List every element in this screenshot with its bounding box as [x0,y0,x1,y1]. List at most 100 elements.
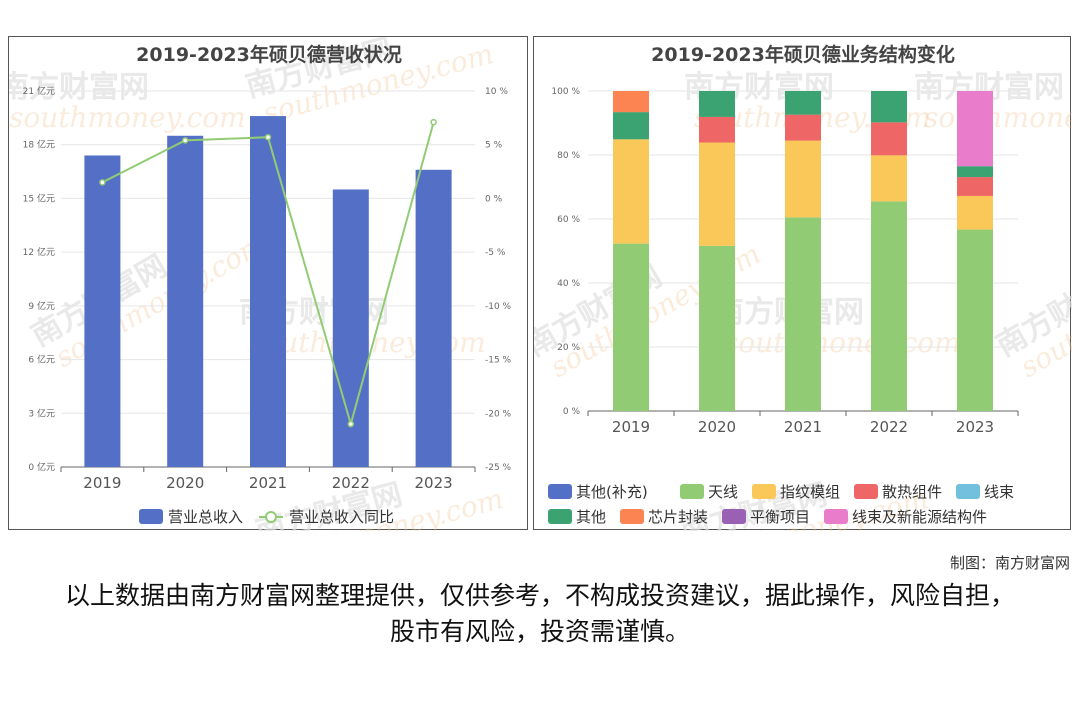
legend-swatch [620,509,644,524]
y-left-tick-label: 3 亿元 [28,407,55,419]
stacked-bar-segment [785,91,821,115]
stacked-bar-segment [699,116,735,143]
revenue-bar [84,155,121,467]
y-right-tick-label: -25 % [485,463,512,473]
y-tick-label: 20 % [557,343,580,353]
revenue-chart-panel: 南方财富网 southmoney.com 南方财富网 southmoney.com 南方… [8,36,528,531]
y-left-tick-label: 21 亿元 [23,85,55,97]
y-left-tick-label: 18 亿元 [23,139,55,151]
stacked-bar-segment [699,91,735,117]
watermark-en: southmoney.com [724,326,961,359]
y-right-tick-label: 10 % [485,87,508,97]
yoy-point [181,137,189,144]
y-right-tick-label: -5 % [485,248,506,258]
stacked-bar-segment [785,114,821,141]
legend-label: 天线 [708,483,738,501]
yoy-point [430,118,437,126]
x-tick-label: 2022 [870,418,908,436]
y-tick-label: 60 % [557,215,580,225]
stacked-bar-segment [613,139,649,244]
legend-swatch [548,509,572,524]
watermark-en: southmoney.com [9,101,246,134]
watermark-en: southmoney.com [924,101,1072,134]
y-left-tick-label: 12 亿元 [23,246,55,258]
legend-label: 指纹模组 [780,483,840,501]
legend-label: 线束及新能源结构件 [852,508,987,526]
stacked-bar-segment [871,91,907,123]
x-tick-label: 2020 [698,418,736,436]
y-tick-label: 80 % [557,151,580,161]
chart-title: 2019-2023年硕贝德营收状况 [136,43,402,66]
y-right-tick-label: -15 % [485,356,512,366]
legend-label: 线束 [984,483,1014,501]
stacked-bar-segment [785,140,821,218]
legend-swatch [722,509,746,524]
y-left-tick-label: 0 亿元 [28,461,55,473]
stacked-bar-segment [613,112,649,140]
x-tick-label: 2019 [83,474,121,492]
legend-swatch-yoy-marker [265,511,277,523]
legend-swatch [824,509,848,524]
y-right-tick-label: 0 % [485,194,503,204]
legend-label: 其他 [576,508,606,526]
legend-swatch [854,484,878,499]
legend-label: 散热组件 [882,483,942,501]
chart-title: 2019-2023年硕贝德业务结构变化 [651,43,955,66]
y-tick-label: 40 % [557,279,580,289]
disclaimer-text: 以上数据由南方财富网整理提供，仅供参考，不构成投资建议，据此操作，风险自担，股市… [64,581,1015,646]
y-tick-label: 100 % [551,87,580,97]
stacked-bar-segment [613,243,649,411]
y-left-tick-label: 15 亿元 [23,192,55,204]
y-right-tick-label: 5 % [485,141,503,151]
y-right-tick-label: -20 % [485,409,512,419]
stacked-bar-segment [699,142,735,246]
stacked-bar-segment [871,201,907,411]
y-left-tick-label: 9 亿元 [28,300,55,312]
legend-label-revenue: 营业总收入 [168,508,243,526]
y-left-tick-label: 6 亿元 [28,354,55,366]
legend-label-yoy: 营业总收入同比 [289,508,394,526]
revenue-bar [167,135,204,467]
x-tick-label: 2021 [249,474,287,492]
stacked-bar-segment [785,217,821,411]
yoy-point [347,420,355,428]
legend-swatch [752,484,776,499]
watermark-cn: 南方财富网 [9,70,149,105]
stacked-bar-segment [957,166,993,178]
x-tick-label: 2020 [166,474,204,492]
yoy-point [264,133,272,141]
revenue-bar [415,169,452,467]
stacked-bar-segment [957,177,993,196]
x-tick-label: 2022 [332,474,370,492]
legend-label: 其他(补充) [576,483,648,501]
legend-swatch [680,484,704,499]
stacked-bar-segment [871,155,907,202]
stacked-bar-segment [699,245,735,411]
legend-label: 平衡项目 [750,508,810,526]
revenue-bar [250,116,286,468]
x-tick-label: 2019 [612,418,650,436]
legend-swatch [956,484,980,499]
yoy-point [99,179,106,186]
y-right-tick-label: -10 % [485,302,512,312]
legend-swatch-revenue [139,509,163,524]
stacked-bar-segment [957,229,993,411]
revenue-chart: 南方财富网southmoney.com南方财富网southmoney.com南方… [9,37,512,531]
stacked-bar-segment [957,91,993,167]
legend-label: 芯片封装 [648,508,708,526]
chart-credit: 制图：南方财富网 [949,554,1070,572]
x-tick-label: 2021 [784,418,822,436]
x-tick-label: 2023 [956,418,994,436]
stacked-bar-segment [613,91,649,113]
y-tick-label: 0 % [563,407,581,417]
stacked-bar-segment [957,195,993,230]
stacked-bar-segment [871,122,907,156]
x-tick-label: 2023 [415,474,453,492]
